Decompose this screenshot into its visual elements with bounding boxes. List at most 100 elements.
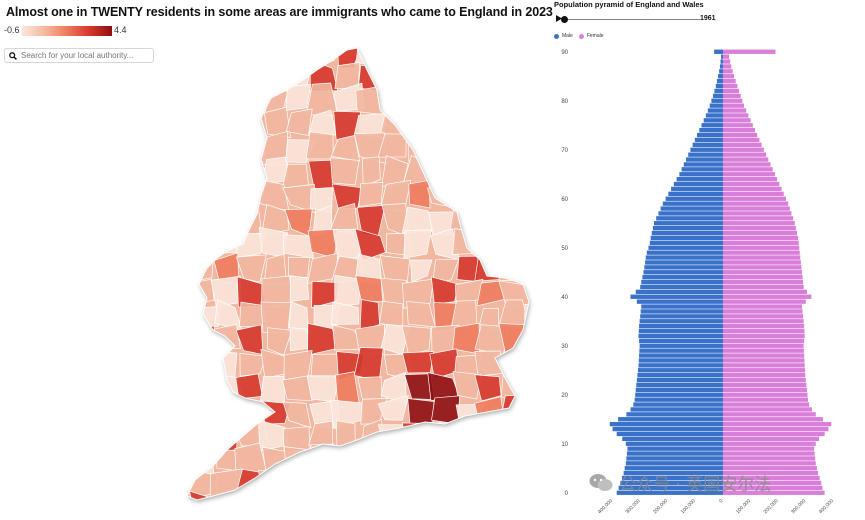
- local-authority-region[interactable]: [505, 59, 529, 90]
- local-authority-region[interactable]: [521, 373, 545, 402]
- local-authority-region[interactable]: [527, 40, 545, 70]
- local-authority-region[interactable]: [426, 40, 454, 68]
- local-authority-region[interactable]: [114, 228, 142, 261]
- local-authority-region[interactable]: [118, 91, 140, 115]
- local-authority-region[interactable]: [355, 85, 387, 116]
- local-authority-region[interactable]: [377, 394, 409, 421]
- local-authority-region[interactable]: [96, 396, 120, 425]
- local-authority-region[interactable]: [425, 109, 456, 140]
- local-authority-region[interactable]: [168, 207, 193, 231]
- search-input[interactable]: [17, 49, 151, 62]
- local-authority-region[interactable]: [285, 83, 312, 111]
- local-authority-region[interactable]: [163, 300, 191, 333]
- local-authority-region[interactable]: [429, 444, 456, 478]
- local-authority-region[interactable]: [95, 157, 119, 181]
- local-authority-region[interactable]: [523, 115, 545, 137]
- local-authority-region[interactable]: [522, 61, 545, 91]
- local-authority-region[interactable]: [171, 89, 189, 118]
- play-icon[interactable]: [556, 15, 562, 22]
- local-authority-region[interactable]: [432, 258, 460, 285]
- local-authority-region[interactable]: [116, 306, 141, 330]
- local-authority-region[interactable]: [427, 131, 455, 159]
- local-authority-region[interactable]: [95, 300, 123, 329]
- local-authority-region[interactable]: [381, 40, 412, 69]
- local-authority-region[interactable]: [162, 326, 196, 356]
- local-authority-region[interactable]: [477, 160, 506, 182]
- local-authority-region[interactable]: [479, 86, 504, 116]
- local-authority-region[interactable]: [189, 208, 216, 237]
- local-authority-region[interactable]: [142, 347, 164, 379]
- local-authority-region[interactable]: [145, 40, 171, 66]
- local-authority-region[interactable]: [163, 66, 196, 91]
- local-authority-region[interactable]: [476, 44, 509, 67]
- local-authority-region[interactable]: [528, 278, 545, 309]
- local-authority-region[interactable]: [115, 470, 145, 499]
- local-authority-region[interactable]: [523, 467, 545, 500]
- local-authority-region[interactable]: [115, 112, 141, 134]
- local-authority-region[interactable]: [474, 134, 503, 160]
- local-authority-region[interactable]: [260, 301, 292, 334]
- local-authority-region[interactable]: [261, 203, 290, 236]
- local-authority-region[interactable]: [233, 401, 267, 424]
- local-authority-region[interactable]: [377, 133, 407, 158]
- local-authority-region[interactable]: [257, 469, 288, 497]
- local-authority-region[interactable]: [238, 87, 266, 118]
- local-authority-region[interactable]: [331, 301, 360, 325]
- local-authority-region[interactable]: [476, 230, 500, 258]
- local-authority-region[interactable]: [450, 423, 480, 450]
- local-authority-region[interactable]: [186, 443, 215, 477]
- local-authority-region[interactable]: [310, 493, 337, 510]
- local-authority-region[interactable]: [384, 62, 412, 93]
- local-authority-region[interactable]: [284, 64, 312, 88]
- local-authority-region[interactable]: [114, 140, 145, 162]
- local-authority-region[interactable]: [450, 107, 482, 139]
- year-slider-handle[interactable]: [561, 16, 568, 23]
- local-authority-region[interactable]: [210, 84, 238, 109]
- local-authority-region[interactable]: [408, 179, 431, 209]
- local-authority-region[interactable]: [213, 40, 237, 67]
- local-authority-region[interactable]: [167, 421, 196, 454]
- local-authority-region[interactable]: [192, 419, 221, 444]
- local-authority-region[interactable]: [187, 226, 218, 259]
- local-authority-region[interactable]: [482, 58, 500, 91]
- local-authority-region[interactable]: [95, 231, 122, 259]
- local-authority-region[interactable]: [476, 203, 508, 236]
- local-authority-region[interactable]: [114, 181, 147, 211]
- local-authority-region[interactable]: [95, 254, 123, 285]
- local-authority-region[interactable]: [403, 229, 432, 259]
- local-authority-region[interactable]: [377, 424, 407, 450]
- local-authority-region[interactable]: [499, 158, 531, 188]
- local-authority-region[interactable]: [449, 210, 480, 231]
- local-authority-region[interactable]: [330, 447, 363, 475]
- local-authority-region[interactable]: [120, 207, 147, 235]
- local-authority-region[interactable]: [190, 401, 219, 423]
- local-authority-region[interactable]: [259, 44, 289, 66]
- local-authority-region[interactable]: [476, 443, 500, 477]
- local-authority-region[interactable]: [138, 492, 169, 510]
- local-authority-region[interactable]: [211, 425, 239, 453]
- local-authority-region[interactable]: [402, 351, 434, 374]
- local-authority-region[interactable]: [501, 443, 526, 475]
- local-authority-region[interactable]: [407, 398, 435, 426]
- local-authority-region[interactable]: [524, 325, 545, 358]
- local-authority-region[interactable]: [144, 203, 169, 232]
- local-authority-region[interactable]: [96, 206, 124, 235]
- local-authority-region[interactable]: [358, 182, 384, 207]
- local-authority-region[interactable]: [214, 185, 243, 208]
- local-authority-region[interactable]: [500, 204, 526, 238]
- local-authority-region[interactable]: [116, 500, 147, 510]
- local-authority-region[interactable]: [429, 67, 457, 91]
- local-authority-region[interactable]: [168, 446, 194, 473]
- local-authority-region[interactable]: [475, 112, 509, 133]
- local-authority-region[interactable]: [167, 396, 195, 425]
- local-authority-region[interactable]: [525, 398, 545, 428]
- local-authority-region[interactable]: [238, 209, 263, 236]
- local-authority-region[interactable]: [122, 276, 148, 308]
- local-authority-region[interactable]: [139, 131, 163, 160]
- local-authority-region[interactable]: [404, 446, 431, 477]
- local-authority-region[interactable]: [213, 324, 241, 350]
- local-authority-region[interactable]: [382, 490, 407, 510]
- local-authority-region[interactable]: [506, 351, 531, 378]
- local-authority-region[interactable]: [284, 40, 314, 64]
- local-authority-region[interactable]: [528, 154, 545, 186]
